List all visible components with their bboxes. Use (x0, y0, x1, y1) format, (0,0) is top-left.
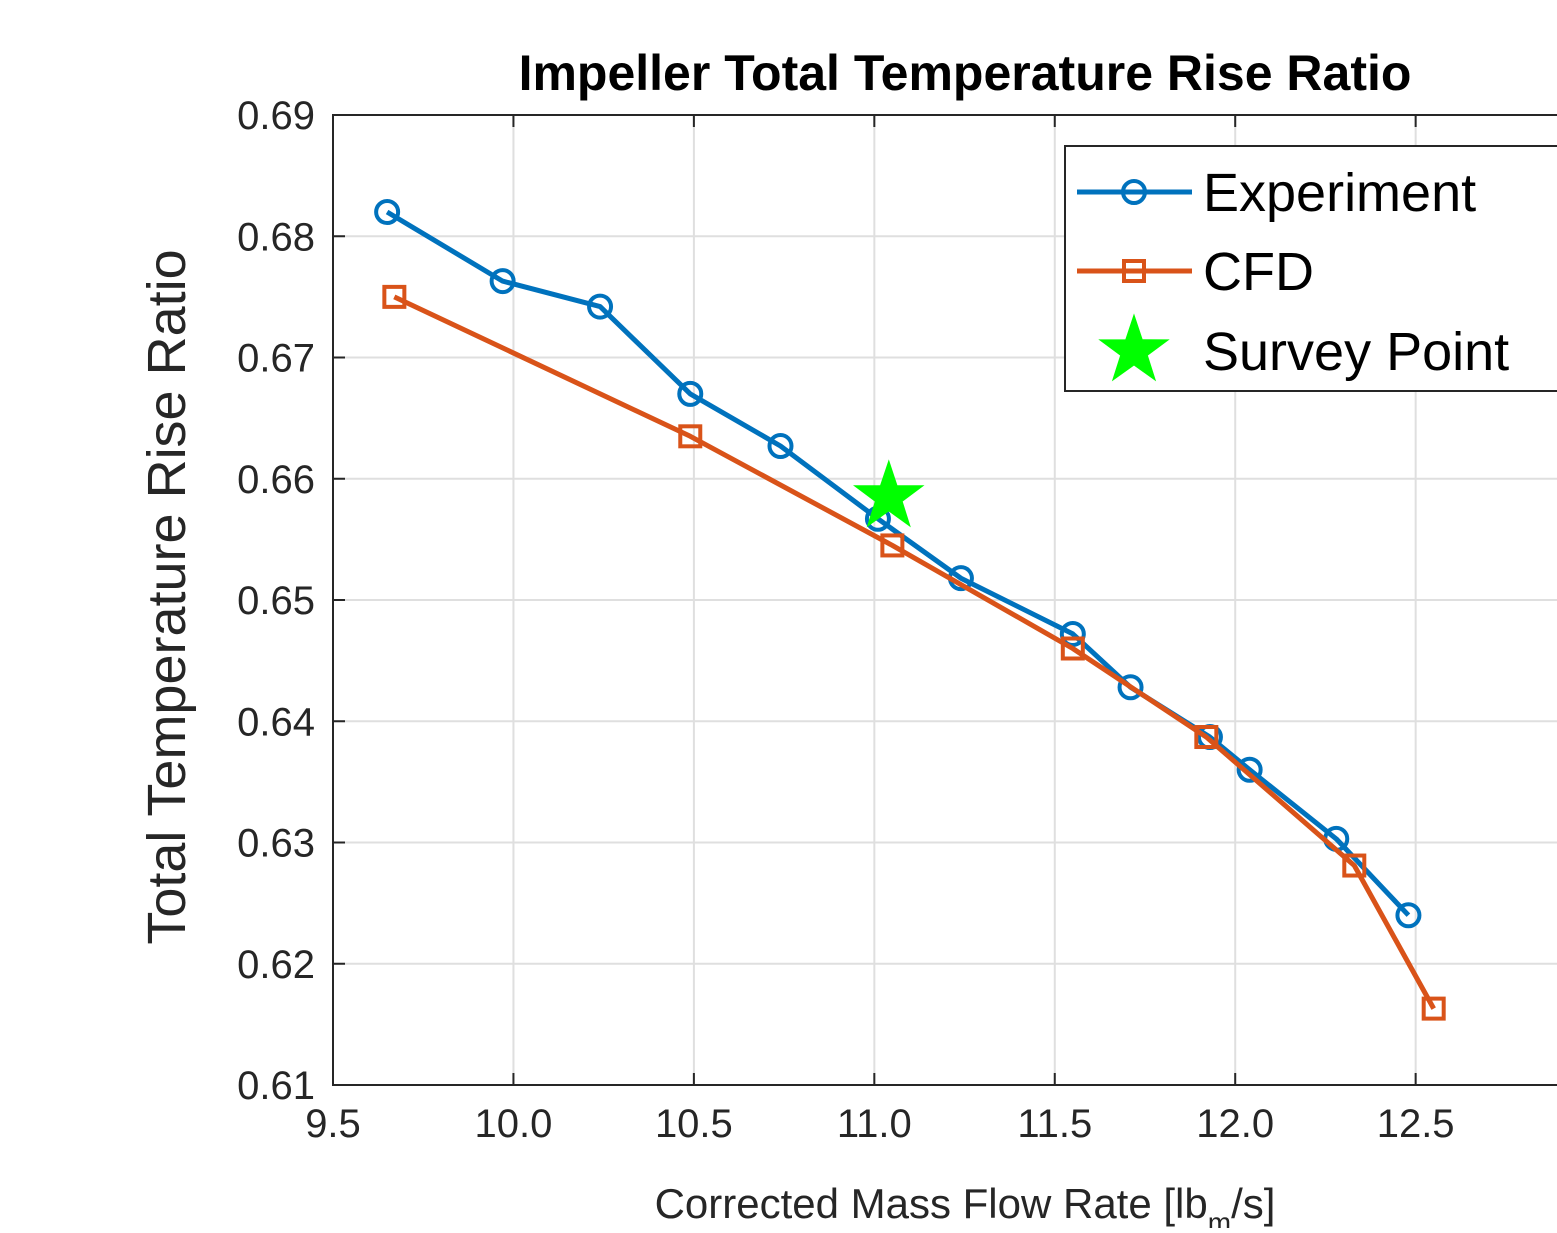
y-tick-label: 0.62 (237, 943, 315, 987)
series-line-cfd (393, 294, 1436, 1010)
legend-marker-experiment (1121, 179, 1147, 205)
data-point-cfd (1342, 853, 1367, 878)
legend: Experiment CFD Survey Point (1064, 145, 1557, 392)
legend-label-cfd: CFD (1203, 242, 1314, 302)
series-survey-point (853, 459, 925, 528)
series-cfd (382, 284, 1446, 1021)
data-point-cfd (1421, 996, 1446, 1021)
x-tick-label: 10.0 (475, 1102, 553, 1146)
plot-frame (332, 114, 1557, 1086)
x-tick-label: 10.5 (655, 1102, 733, 1146)
data-point-experiment (1059, 620, 1086, 647)
data-point-experiment (1236, 756, 1263, 783)
axis-ticks: 9.5 10.0 10.5 11.0 11.5 12.0 12.5 0.61 0.62 0.63 0… (237, 94, 1454, 1146)
x-axis-label-subscript: m (1208, 1207, 1231, 1228)
y-tick-label: 0.67 (237, 337, 315, 381)
data-point-experiment (1395, 902, 1422, 929)
legend-item-experiment: Experiment (1077, 163, 1476, 223)
data-point-experiment (677, 380, 704, 407)
x-tick-label: 11.0 (837, 1102, 912, 1146)
y-tick-label: 0.68 (237, 215, 315, 259)
data-point-experiment (489, 268, 516, 295)
series-experiment (374, 199, 1422, 929)
chart-title: Impeller Total Temperature Rise Ratio (519, 45, 1412, 101)
data-point-survey-point (853, 459, 925, 528)
x-tick-label: 11.5 (1017, 1102, 1092, 1146)
legend-item-cfd: CFD (1077, 242, 1314, 302)
data-point-experiment (587, 293, 614, 320)
legend-label-experiment: Experiment (1203, 163, 1476, 223)
x-tick-label: 12.0 (1196, 1102, 1274, 1146)
data-point-experiment (374, 199, 401, 225)
x-tick-label: 12.5 (1377, 1102, 1455, 1146)
data-point-experiment (1117, 674, 1144, 701)
y-tick-label: 0.65 (237, 579, 315, 623)
y-tick-label: 0.61 (237, 1064, 315, 1108)
data-point-cfd (678, 424, 703, 449)
y-tick-label: 0.66 (237, 458, 315, 502)
legend-item-survey-point: Survey Point (1098, 313, 1509, 382)
data-point-experiment (767, 433, 794, 460)
legend-marker-cfd (1122, 259, 1146, 283)
data-point-cfd (880, 533, 905, 558)
y-tick-label: 0.69 (237, 94, 315, 138)
x-axis-label-end: /s] (1231, 1180, 1275, 1227)
data-point-cfd (382, 284, 407, 309)
x-axis-label-main: Corrected Mass Flow Rate [lb (655, 1180, 1208, 1227)
data-point-cfd (1060, 636, 1085, 661)
x-tick-label: 9.5 (305, 1102, 361, 1146)
y-tick-label: 0.64 (237, 700, 315, 744)
series-line-experiment (385, 209, 1411, 917)
y-axis-label: Total Temperature Rise Ratio (137, 249, 197, 944)
legend-label-survey-point: Survey Point (1203, 322, 1509, 382)
legend-marker-survey-point (1098, 313, 1170, 382)
y-tick-label: 0.63 (237, 822, 315, 866)
x-axis-label: Corrected Mass Flow Rate [lbm/s] (655, 1180, 1276, 1228)
data-point-cfd (1194, 725, 1219, 750)
series-layer (374, 199, 1446, 1021)
